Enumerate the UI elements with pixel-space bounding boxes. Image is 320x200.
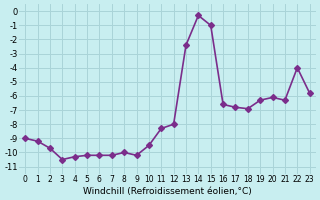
X-axis label: Windchill (Refroidissement éolien,°C): Windchill (Refroidissement éolien,°C) xyxy=(83,187,252,196)
